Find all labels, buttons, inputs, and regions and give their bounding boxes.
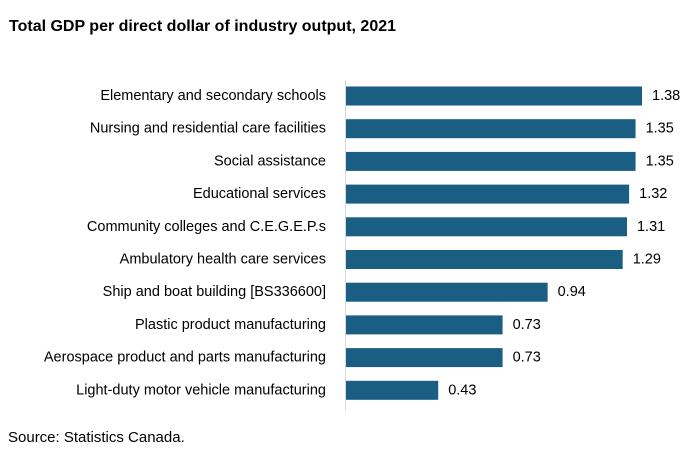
bar [346,315,503,335]
value-label: 0.94 [558,284,586,300]
value-label: 1.32 [639,186,667,202]
category-label: Plastic product manufacturing [135,317,326,333]
category-label: Nursing and residential care facilities [90,121,326,137]
category-label: Social assistance [214,153,326,169]
bar [346,217,627,237]
category-label: Elementary and secondary schools [100,88,326,104]
chart-title: Total GDP per direct dollar of industry … [9,18,397,35]
category-label: Educational services [193,186,326,202]
category-label: Ambulatory health care services [120,252,326,268]
value-label: 1.31 [637,219,665,235]
category-label: Aerospace product and parts manufacturin… [44,350,326,366]
bar [346,184,630,204]
category-label: Community colleges and C.E.G.E.P.s [87,219,326,235]
bar [346,151,636,171]
bar [346,348,503,368]
value-label: 1.35 [646,153,674,169]
category-label: Light-duty motor vehicle manufacturing [76,382,326,398]
category-label: Ship and boat building [BS336600] [103,284,326,300]
source-note: Source: Statistics Canada. [8,429,185,446]
value-label: 1.35 [646,121,674,137]
value-label: 0.73 [513,317,541,333]
bar [346,380,439,400]
value-label: 0.73 [513,350,541,366]
value-label: 1.38 [652,88,680,104]
value-label: 1.29 [633,252,661,268]
value-label: 0.43 [448,382,476,398]
bars-layer: Elementary and secondary schools 1.38 Nurs… [44,86,680,400]
bar [346,119,636,139]
bar [346,282,548,302]
bar [346,250,623,269]
bar [346,86,642,106]
